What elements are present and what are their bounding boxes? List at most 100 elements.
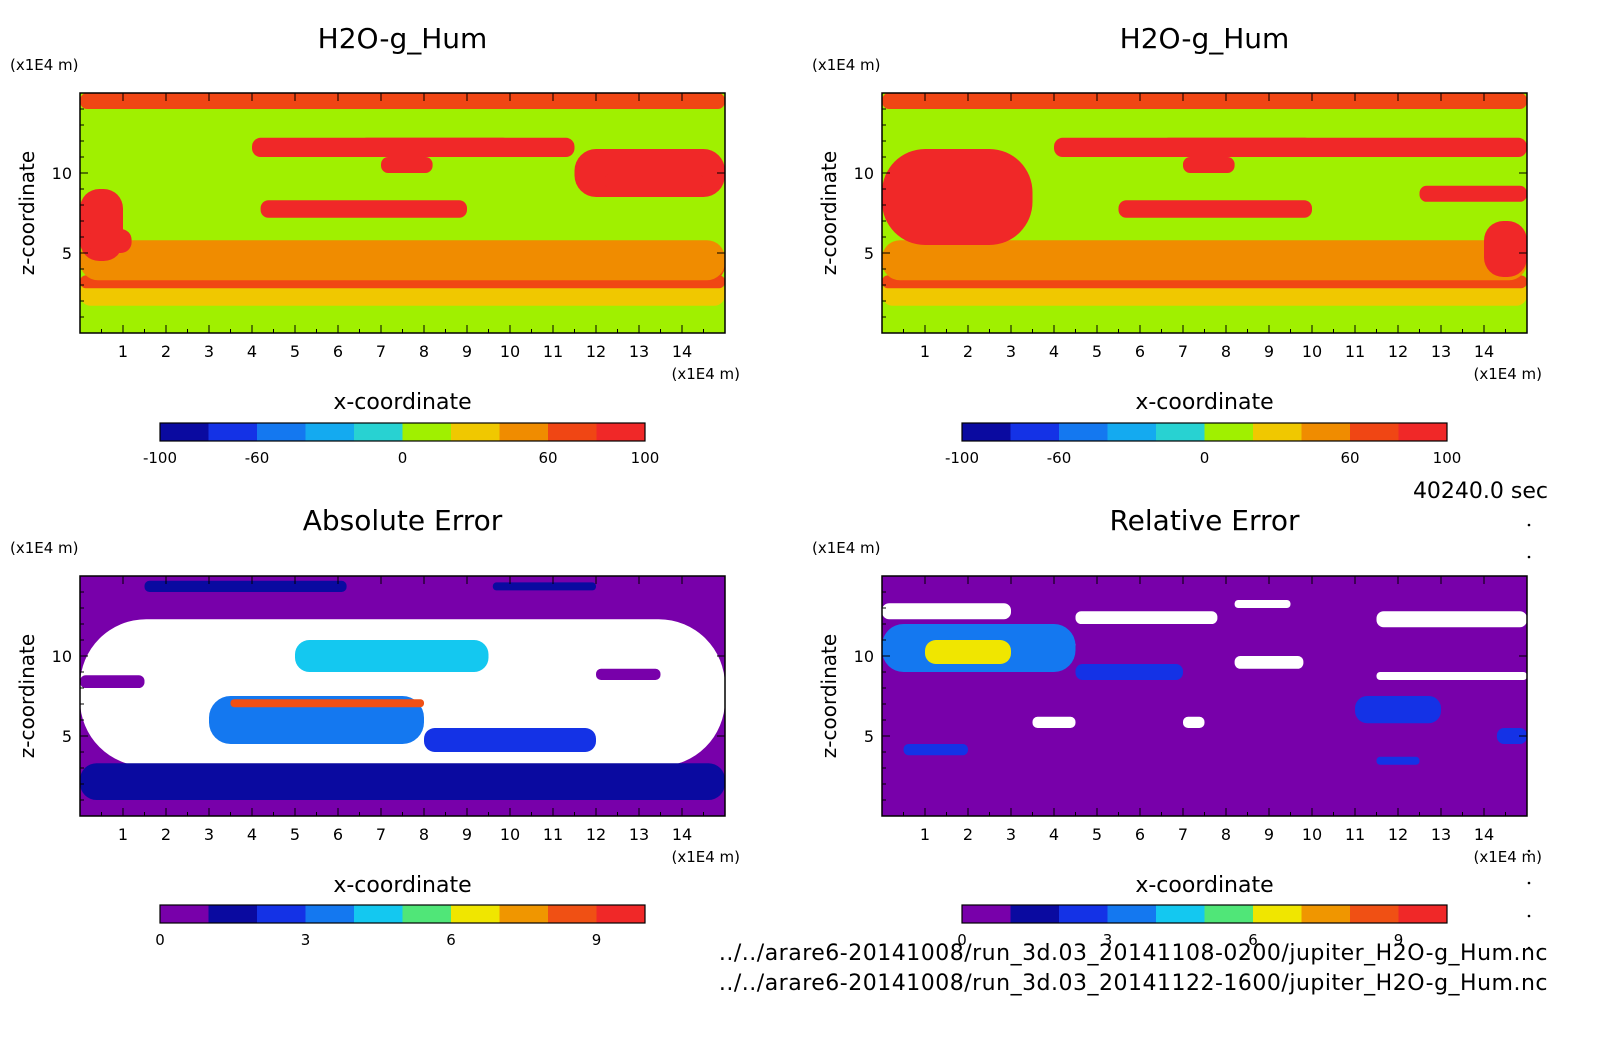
colorbar-swatch (1059, 423, 1108, 441)
x-tick-label: 7 (376, 825, 386, 844)
colorbar-tick-label: 60 (538, 449, 557, 467)
chart-title: Relative Error (1109, 504, 1300, 537)
x-tick-label: 3 (204, 342, 214, 361)
x-axis-label: x-coordinate (333, 390, 471, 415)
heatmap-region (1075, 664, 1183, 680)
margin-dot (1527, 946, 1531, 950)
colorbar-swatch (596, 905, 646, 923)
colorbar-tick-label: 100 (1433, 449, 1462, 467)
heatmap-area (882, 576, 1527, 816)
heatmap-region (1075, 611, 1218, 624)
margin-dot (1527, 849, 1531, 853)
colorbar-swatch (208, 905, 258, 923)
x-tick-label: 3 (204, 825, 214, 844)
y-axis-label: z-coordinate (15, 634, 39, 758)
colorbar-swatch (451, 905, 500, 923)
heatmap-region (88, 229, 132, 253)
x-tick-label: 12 (586, 825, 606, 844)
heatmap-region (1496, 728, 1527, 744)
colorbar-swatch (1398, 423, 1448, 441)
colorbar-swatch (1253, 423, 1302, 441)
colorbar-tick-label: 100 (631, 449, 660, 467)
x-tick-label: 4 (1049, 342, 1059, 361)
x-tick-label: 8 (1221, 825, 1231, 844)
colorbar-swatch (548, 423, 597, 441)
heatmap-region (1234, 600, 1291, 608)
heatmap-region (260, 200, 467, 218)
colorbar-tick-label: 9 (592, 931, 602, 949)
x-tick-label: 2 (161, 342, 171, 361)
x-tick-label: 1 (118, 825, 128, 844)
y-tick-label: 10 (854, 647, 874, 666)
y-unit-label: (x1E4 m) (812, 539, 881, 557)
colorbar-tick-label: 9 (1394, 931, 1404, 949)
x-tick-label: 6 (333, 342, 343, 361)
colorbar-tick-label: 3 (1103, 931, 1113, 949)
colorbar-frame (159, 904, 646, 924)
margin-dot (1527, 523, 1531, 527)
colorbar-frame (961, 422, 1448, 442)
colorbar-swatch (208, 423, 258, 441)
y-axis-label: z-coordinate (817, 151, 841, 275)
x-unit-label: (x1E4 m) (1473, 365, 1542, 383)
heatmap-region (1183, 157, 1235, 173)
y-unit-label: (x1E4 m) (812, 56, 881, 74)
heatmap-region (882, 149, 1033, 245)
colorbar-tick-label: 6 (1248, 931, 1258, 949)
colorbar-swatch (1204, 423, 1254, 441)
colorbar-swatch (962, 423, 1011, 441)
colorbar-tick-label: -100 (143, 449, 177, 467)
x-tick-label: 6 (1135, 825, 1145, 844)
y-axis-label: z-coordinate (15, 151, 39, 275)
x-tick-label: 7 (1178, 825, 1188, 844)
x-tick-label: 9 (1264, 825, 1274, 844)
x-tick-label: 9 (462, 825, 472, 844)
x-tick-label: 12 (1388, 825, 1408, 844)
heatmap-region (1376, 756, 1420, 765)
y-tick-label: 5 (864, 244, 874, 263)
x-tick-label: 5 (1092, 342, 1102, 361)
x-unit-label: (x1E4 m) (671, 365, 740, 383)
heatmap-area (882, 93, 1527, 333)
heatmap-region (903, 744, 968, 756)
colorbar-swatch (1107, 905, 1157, 923)
x-tick-label: 14 (672, 825, 692, 844)
colorbar-swatch (1398, 905, 1448, 923)
x-tick-label: 5 (1092, 825, 1102, 844)
colorbar-swatch (1350, 905, 1399, 923)
x-tick-label: 10 (500, 825, 520, 844)
x-tick-label: 2 (963, 342, 973, 361)
heatmap-region (1484, 221, 1527, 277)
colorbar-tick-label: 0 (398, 449, 408, 467)
heatmap-region (1419, 185, 1527, 202)
y-tick-label: 10 (52, 647, 72, 666)
time-label: 40240.0 sec (1412, 479, 1548, 504)
colorbar-swatch (1301, 905, 1351, 923)
colorbar-swatch (402, 905, 452, 923)
colorbar-swatch (1010, 423, 1060, 441)
colorbar-tick-label: 0 (155, 931, 165, 949)
x-axis-label: x-coordinate (1135, 390, 1273, 415)
heatmap-region (1234, 656, 1304, 669)
colorbar-swatch (305, 423, 355, 441)
colorbar-swatch (1350, 423, 1399, 441)
colorbar-swatch (1301, 423, 1351, 441)
colorbar-swatch (354, 905, 403, 923)
x-tick-label: 14 (672, 342, 692, 361)
x-tick-label: 13 (629, 825, 649, 844)
x-tick-label: 5 (290, 342, 300, 361)
x-tick-label: 12 (1388, 342, 1408, 361)
colorbar-swatch (1204, 905, 1254, 923)
x-tick-label: 3 (1006, 825, 1016, 844)
colorbar-swatch (305, 905, 355, 923)
footer-file-2: ../../arare6-20141008/run_3d.03_20141122… (718, 971, 1548, 996)
x-unit-label: (x1E4 m) (671, 848, 740, 866)
x-tick-label: 13 (1431, 825, 1451, 844)
colorbar-swatch (596, 423, 646, 441)
y-unit-label: (x1E4 m) (10, 539, 79, 557)
heatmap-region (1118, 200, 1312, 218)
x-tick-label: 2 (161, 825, 171, 844)
x-tick-label: 11 (1345, 342, 1365, 361)
x-tick-label: 1 (118, 342, 128, 361)
